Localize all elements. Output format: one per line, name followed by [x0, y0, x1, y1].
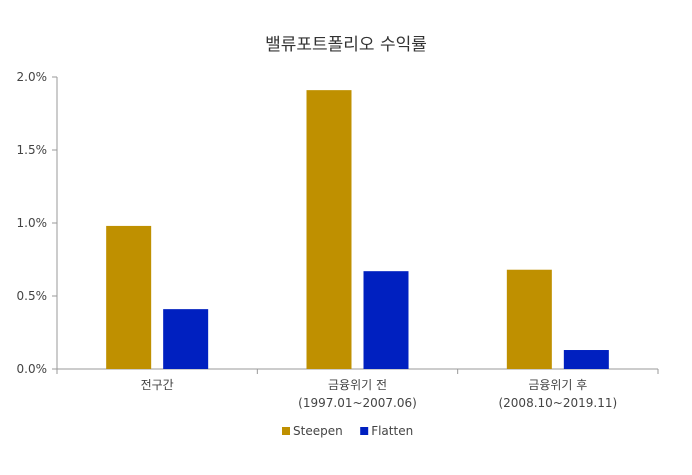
x-category-label: (1997.01~2007.06): [298, 396, 417, 410]
legend-swatch-flatten: [360, 427, 369, 435]
y-tick-label: 0.0%: [17, 362, 48, 376]
chart-title: 밸류포트폴리오 수익률: [265, 35, 427, 55]
x-category-label: 전구간: [141, 378, 174, 392]
bar-flatten: [563, 350, 609, 369]
x-category-label: (2008.10~2019.11): [498, 396, 617, 410]
y-axis: 0.0% 0.5% 1.0% 1.5% 2.0%: [17, 70, 58, 376]
y-tick-label: 0.5%: [17, 289, 48, 303]
bars: [106, 90, 609, 369]
bar-steepen: [106, 225, 152, 369]
x-category-label: 금융위기 후: [528, 378, 587, 392]
x-axis: 전구간 금융위기 전 (1997.01~2007.06) 금융위기 후 (2008.10…: [56, 368, 659, 410]
bar-flatten: [163, 309, 209, 369]
legend-label-flatten: Flatten: [371, 424, 413, 438]
y-tick-label: 1.5%: [17, 143, 48, 157]
y-tick-label: 1.0%: [17, 216, 48, 230]
bar-steepen: [306, 90, 352, 369]
y-tick-label: 2.0%: [17, 70, 48, 84]
bar-flatten: [363, 271, 409, 369]
legend: Steepen Flatten: [282, 424, 413, 438]
legend-label-steepen: Steepen: [293, 424, 343, 438]
x-category-label: 금융위기 전: [328, 378, 387, 392]
bar-steepen: [506, 269, 552, 369]
legend-swatch-steepen: [282, 427, 290, 435]
